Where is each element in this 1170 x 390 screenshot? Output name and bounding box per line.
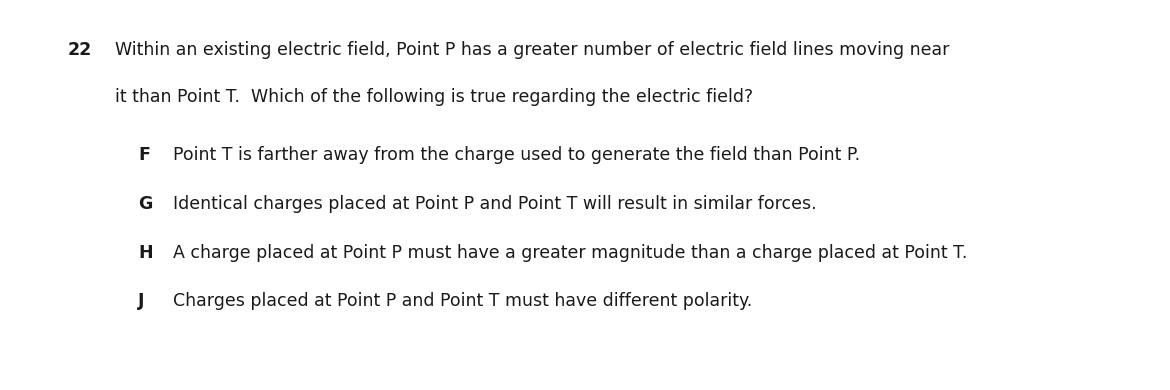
Text: Within an existing electric field, Point P has a greater number of electric fiel: Within an existing electric field, Point…	[115, 41, 949, 59]
Text: G: G	[138, 195, 152, 213]
Text: H: H	[138, 244, 152, 262]
Text: A charge placed at Point P must have a greater magnitude than a charge placed at: A charge placed at Point P must have a g…	[173, 244, 968, 262]
Text: F: F	[138, 146, 150, 164]
Text: it than Point T.  Which of the following is true regarding the electric field?: it than Point T. Which of the following …	[115, 88, 752, 106]
Text: J: J	[138, 292, 145, 310]
Text: 22: 22	[68, 41, 92, 59]
Text: Point T is farther away from the charge used to generate the field than Point P.: Point T is farther away from the charge …	[173, 146, 860, 164]
Text: Identical charges placed at Point P and Point T will result in similar forces.: Identical charges placed at Point P and …	[173, 195, 817, 213]
Text: Charges placed at Point P and Point T must have different polarity.: Charges placed at Point P and Point T mu…	[173, 292, 752, 310]
